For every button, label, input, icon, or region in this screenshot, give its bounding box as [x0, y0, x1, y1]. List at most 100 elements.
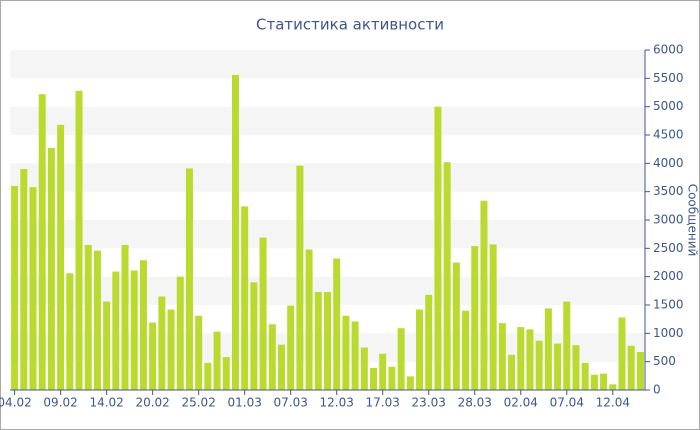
bar — [480, 200, 488, 390]
x-tick-label: 01.03 — [227, 396, 261, 410]
bar — [370, 367, 378, 390]
x-tick-label: 07.03 — [274, 396, 308, 410]
y-tick-label: 5500 — [653, 71, 684, 85]
bar — [544, 308, 552, 390]
bar — [222, 357, 230, 390]
y-tick-label: 1000 — [653, 326, 684, 340]
bar — [29, 187, 37, 390]
bar — [66, 273, 74, 390]
bar — [185, 168, 193, 390]
bar — [360, 347, 368, 390]
bar — [406, 376, 414, 390]
bar — [600, 373, 608, 390]
bar — [443, 162, 451, 390]
y-tick-label: 3500 — [653, 184, 684, 198]
bar — [333, 258, 341, 390]
bar — [563, 301, 571, 390]
bar — [342, 315, 350, 390]
bar — [93, 250, 101, 390]
bar — [167, 309, 175, 390]
grid-band — [10, 50, 645, 79]
bar — [581, 362, 589, 390]
bar — [195, 315, 203, 390]
bar — [471, 246, 479, 390]
bar — [241, 206, 249, 390]
bar — [379, 353, 387, 390]
x-tick-label: 23.03 — [412, 396, 446, 410]
bar — [204, 362, 212, 390]
y-tick-label: 2000 — [653, 269, 684, 283]
bar — [434, 106, 442, 391]
y-tick-label: 6000 — [653, 43, 684, 57]
bar — [324, 291, 331, 390]
bar — [526, 329, 534, 390]
x-tick-label: 12.03 — [320, 396, 354, 410]
bar — [57, 124, 65, 391]
x-tick-label: 02.04 — [504, 396, 538, 410]
bar — [314, 291, 322, 390]
bar — [139, 260, 147, 390]
bar — [259, 237, 267, 390]
y-tick-label: 5000 — [653, 99, 684, 113]
bar — [277, 344, 285, 390]
grid-band — [10, 220, 645, 249]
y-axis-title: Сообщений — [686, 184, 700, 257]
bar — [75, 90, 83, 391]
y-tick-label: 1500 — [653, 298, 684, 312]
bar — [535, 340, 543, 390]
bar — [296, 165, 304, 390]
y-tick-label: 500 — [653, 354, 676, 368]
bar — [590, 374, 598, 390]
grid-band — [10, 163, 645, 192]
bar — [397, 328, 405, 390]
bar — [489, 244, 497, 390]
bar — [231, 74, 239, 390]
bar — [425, 294, 433, 390]
bar — [554, 343, 562, 390]
bar — [84, 244, 92, 390]
bar — [213, 331, 221, 390]
bar — [618, 317, 626, 390]
bar — [636, 352, 644, 390]
grid-band — [10, 106, 645, 135]
bar — [149, 322, 157, 390]
bar — [452, 262, 460, 390]
bar — [11, 186, 19, 390]
x-tick-label: 07.04 — [550, 396, 584, 410]
bar — [112, 271, 120, 390]
x-tick-label: 04.02 — [0, 396, 32, 410]
y-tick-label: 4500 — [653, 128, 684, 142]
bar — [508, 354, 516, 390]
bar — [305, 249, 313, 390]
x-tick-label: 14.02 — [89, 396, 123, 410]
bar — [388, 366, 396, 390]
x-tick-label: 28.03 — [458, 396, 492, 410]
y-tick-label: 4000 — [653, 156, 684, 170]
bar — [268, 324, 276, 390]
bar — [517, 327, 525, 390]
y-tick-label: 2500 — [653, 241, 684, 255]
bar — [121, 244, 129, 390]
x-tick-label: 17.03 — [366, 396, 400, 410]
bar — [462, 310, 470, 390]
bar — [130, 270, 138, 390]
bar — [250, 282, 258, 390]
bar — [572, 345, 580, 390]
bar — [103, 301, 111, 390]
bar — [287, 305, 295, 390]
bar — [416, 309, 424, 390]
x-tick-label: 25.02 — [181, 396, 215, 410]
x-tick-label: 09.02 — [43, 396, 77, 410]
bar — [38, 94, 46, 390]
bar — [20, 169, 28, 390]
x-tick-label: 20.02 — [135, 396, 169, 410]
bar — [158, 296, 166, 390]
bar — [47, 148, 55, 390]
bar — [609, 384, 617, 390]
bar — [176, 276, 184, 390]
bar — [351, 321, 359, 390]
y-tick-label: 0 — [653, 383, 661, 397]
x-tick-label: 12.04 — [596, 396, 630, 410]
y-tick-label: 3000 — [653, 213, 684, 227]
